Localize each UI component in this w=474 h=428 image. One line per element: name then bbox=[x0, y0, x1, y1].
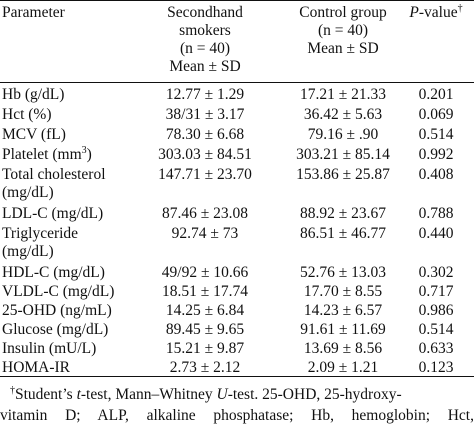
row-control-value: 91.61 ± 11.69 bbox=[300, 321, 386, 338]
header-parameter: Parameter bbox=[2, 4, 65, 21]
header-control-line1: Control group bbox=[299, 4, 387, 21]
row-secondhand-value: 18.51 ± 17.74 bbox=[161, 283, 248, 300]
row-pvalue: 0.302 bbox=[418, 264, 454, 281]
row-secondhand-value: 303.03 ± 84.51 bbox=[158, 146, 252, 163]
row-parameter: MCV (fL) bbox=[2, 126, 66, 143]
row-pvalue: 0.633 bbox=[418, 340, 454, 357]
dagger-mark: † bbox=[457, 2, 463, 14]
row-secondhand-value: 49/92 ± 10.66 bbox=[161, 264, 249, 281]
top-rule bbox=[0, 0, 474, 1]
row-parameter: HOMA-IR bbox=[2, 359, 71, 376]
header-pvalue: P-value† bbox=[400, 2, 472, 22]
row-pvalue: 0.440 bbox=[418, 225, 454, 242]
row-parameter: Hct (%) bbox=[2, 106, 52, 123]
row-pvalue: 0.992 bbox=[418, 146, 454, 163]
header-rule bbox=[0, 82, 474, 83]
row-control-value: 86.51 ± 46.77 bbox=[299, 225, 386, 242]
header-secondhand-line3: (n = 40) bbox=[179, 40, 231, 57]
row-control-value: 36.42 ± 5.63 bbox=[303, 106, 383, 123]
row-secondhand-value: 92.74 ± 73 bbox=[171, 225, 239, 242]
header-secondhand-line1: Secondhand bbox=[167, 4, 243, 21]
row-control-value: 303.21 ± 85.14 bbox=[296, 146, 390, 163]
row-pvalue: 0.201 bbox=[418, 86, 454, 103]
row-pvalue: 0.788 bbox=[418, 205, 454, 222]
row-parameter: Glucose (mg/dL) bbox=[2, 321, 109, 338]
row-control-value: 13.69 ± 8.56 bbox=[303, 340, 383, 357]
row-control-value: 88.92 ± 23.67 bbox=[299, 205, 386, 222]
row-secondhand-value: 38/31 ± 3.17 bbox=[165, 106, 245, 123]
row-parameter: HDL-C (mg/dL) bbox=[2, 264, 105, 281]
bottom-rule bbox=[0, 376, 474, 377]
row-secondhand-value: 14.25 ± 6.84 bbox=[165, 302, 245, 319]
row-parameter: VLDL-C (mg/dL) bbox=[2, 283, 115, 300]
header-secondhand-line2: smokers bbox=[179, 22, 231, 39]
row-pvalue: 0.123 bbox=[418, 359, 454, 376]
row-control-value: 52.76 ± 13.03 bbox=[299, 264, 386, 281]
row-pvalue: 0.514 bbox=[418, 126, 454, 143]
footnote-line-1: †Student’s t-test, Mann–Whitney U-test. … bbox=[10, 384, 402, 403]
row-control-value: 17.21 ± 21.33 bbox=[299, 86, 386, 103]
footnote: †Student’s t-test, Mann–Whitney U-test. … bbox=[0, 384, 474, 426]
row-pvalue: 0.408 bbox=[418, 166, 454, 183]
footnote-dagger: † bbox=[10, 384, 15, 396]
row-pvalue: 0.069 bbox=[418, 106, 454, 123]
row-parameter: Insulin (mU/L) bbox=[2, 340, 97, 357]
row-control-value: 2.09 ± 1.21 bbox=[307, 359, 379, 376]
row-secondhand-value: 89.45 ± 9.65 bbox=[165, 321, 245, 338]
row-secondhand-value: 2.73 ± 2.12 bbox=[169, 359, 241, 376]
row-secondhand-value: 147.71 ± 23.70 bbox=[158, 166, 252, 183]
row-control-value: 17.70 ± 8.55 bbox=[303, 283, 383, 300]
header-control-line2: (n = 40) bbox=[317, 22, 369, 39]
header-pvalue-italic: P bbox=[409, 4, 419, 21]
row-parameter: 25-OHD (ng/mL) bbox=[2, 302, 112, 319]
row-control-value: 14.23 ± 6.57 bbox=[303, 302, 383, 319]
row-pvalue: 0.717 bbox=[418, 283, 454, 300]
footnote-line-2: vitamin D; ALP, alkaline phosphatase; Hb… bbox=[0, 407, 474, 424]
header-secondhand-line4: Mean ± SD bbox=[169, 58, 241, 75]
header-pvalue-rest: -value bbox=[418, 4, 458, 21]
row-control-value: 153.86 ± 25.87 bbox=[296, 166, 390, 183]
row-pvalue: 0.514 bbox=[418, 321, 454, 338]
row-secondhand-value: 87.46 ± 23.08 bbox=[161, 205, 248, 222]
row-parameter: Triglyceride (mg/dL) bbox=[2, 225, 79, 260]
row-secondhand-value: 78.30 ± 6.68 bbox=[165, 126, 245, 143]
row-parameter: LDL-C (mg/dL) bbox=[2, 205, 104, 222]
row-parameter: Hb (g/dL) bbox=[2, 86, 65, 103]
row-parameter: Platelet (mm3) bbox=[2, 144, 92, 163]
row-secondhand-value: 12.77 ± 1.29 bbox=[165, 86, 245, 103]
header-control-line3: Mean ± SD bbox=[307, 40, 379, 57]
row-pvalue: 0.986 bbox=[418, 302, 454, 319]
row-secondhand-value: 15.21 ± 9.87 bbox=[165, 340, 245, 357]
row-control-value: 79.16 ± .90 bbox=[307, 126, 379, 143]
row-parameter: Total cholesterol (mg/dL) bbox=[2, 166, 106, 201]
